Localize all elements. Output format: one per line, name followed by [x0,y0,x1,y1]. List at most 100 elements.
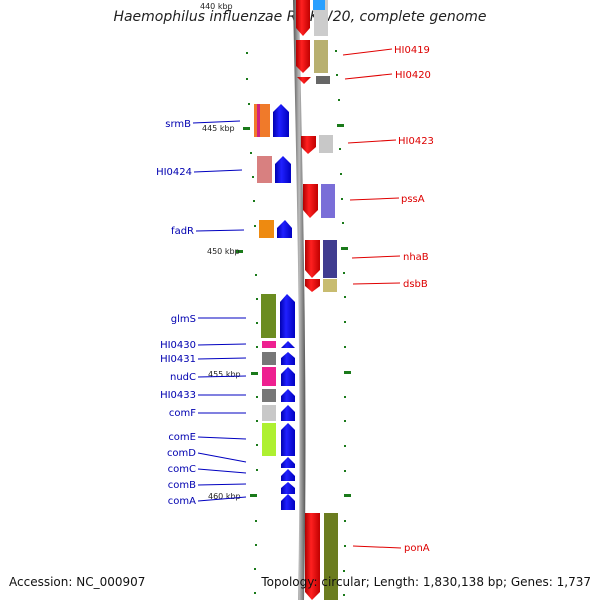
tick-445 [243,127,250,130]
gene-label-HI0419[interactable]: HI0419 [394,45,430,56]
gene-color-nudC [262,367,276,386]
tick-label-460: 460 kbp [208,492,241,501]
gene-arrow-top [296,0,310,36]
gene-color-HI0433 [262,389,276,402]
tick-460 [250,494,257,497]
gene-label-glmS[interactable]: glmS [171,314,196,325]
scale-ticks: 440 kbp 445 kbp 450 kbp 455 kbp 460 kbp [200,2,351,596]
gene-label-HI0433[interactable]: HI0433 [160,390,196,401]
gene-color-HI0419 [314,40,328,73]
reverse-leader-lines [192,120,247,502]
tick-label-455: 455 kbp [208,370,241,379]
leader-srmB [192,120,241,124]
gene-label-comD[interactable]: comD [167,448,196,459]
gene-label-pssA[interactable]: pssA [401,194,425,205]
accession-label: Accession: NC_000907 [9,575,146,589]
gene-label-HI0423[interactable]: HI0423 [398,136,434,147]
gene-arrow-srmB[interactable] [273,104,289,137]
gene-label-comF[interactable]: comF [169,408,196,419]
gene-label-HI0430[interactable]: HI0430 [160,340,196,351]
gene-color-nhaB [323,240,337,278]
gene-color-pssA [321,184,335,218]
leader-dsbB [352,282,401,285]
gene-label-dsbB[interactable]: dsbB [403,279,428,290]
gene-arrow-dsbB[interactable] [305,279,320,292]
leader-pssA [349,197,400,201]
tick-label-445: 445 kbp [202,124,235,133]
gene-color-HI0420 [316,76,330,84]
tick-label-440: 440 kbp [200,2,233,11]
leader-HI0424 [193,169,243,173]
leader-HI0420 [344,73,393,80]
gene-label-srmB[interactable]: srmB [165,119,191,130]
gene-arrow-pssA[interactable] [303,184,318,218]
gene-arrow-HI0419[interactable] [296,40,310,73]
gene-color-top-rev [313,0,325,10]
gene-color-srmB-stripe [257,104,260,137]
leader-comB [197,483,247,486]
gene-label-ponA[interactable]: ponA [404,543,430,554]
gene-label-nhaB[interactable]: nhaB [403,252,429,263]
gene-label-comA[interactable]: comA [168,496,196,507]
leader-comD [197,452,247,463]
forward-gene-labels: HI0419 HI0420 HI0423 pssA nhaB dsbB ponA [394,45,434,554]
gene-color-HI0423 [319,135,333,153]
leader-comE [197,436,247,440]
gene-arrow-fadR[interactable] [277,220,292,238]
gene-label-HI0424[interactable]: HI0424 [156,167,192,178]
gene-label-nudC[interactable]: nudC [170,372,196,383]
reverse-gene-labels: srmB HI0424 fadR glmS HI0430 HI0431 nudC… [156,119,196,507]
leader-comA [197,496,247,502]
gene-color-fadR [259,220,274,238]
gene-arrow-HI0424[interactable] [275,156,291,183]
gene-label-comC[interactable]: comC [168,464,196,475]
gene-arrow-HI0420[interactable] [297,77,311,84]
leader-HI0419 [342,48,393,56]
reverse-strand-genes [254,0,325,510]
gene-label-comB[interactable]: comB [168,480,196,491]
dna-backbone [293,0,306,600]
tick-455 [251,372,258,375]
gene-label-HI0420[interactable]: HI0420 [395,70,431,81]
gene-arrow-comF[interactable] [281,405,295,421]
leader-nudC [197,375,247,378]
gene-arrow-comE[interactable] [281,423,295,456]
leader-comC [197,468,247,474]
gene-arrow-comB[interactable] [281,482,295,494]
gene-arrow-nudC[interactable] [281,367,295,386]
leader-fadR [195,229,245,232]
gene-color-HI0430 [262,341,276,348]
gene-color-comE [262,423,276,456]
gene-label-HI0431[interactable]: HI0431 [160,354,196,365]
gene-color-srmB [254,104,270,137]
leader-nhaB [351,255,401,259]
gene-color-HI0424 [257,156,272,183]
forward-leader-lines [342,48,402,549]
tick-label-450: 450 kbp [207,247,240,256]
tick-450 [236,250,243,253]
gene-color-HI0431 [262,352,276,365]
topology-label: Topology: circular; Length: 1,830,138 bp… [261,575,591,589]
gene-arrow-HI0433[interactable] [281,389,295,402]
gene-arrow-HI0423[interactable] [301,136,316,154]
gene-arrow-HI0431[interactable] [281,352,295,365]
gene-arrow-nhaB[interactable] [305,240,320,278]
gene-color-comF [262,405,276,421]
gene-color-dsbB [323,279,337,292]
gene-arrow-comA[interactable] [281,494,295,510]
gene-arrow-HI0430[interactable] [281,341,295,348]
gene-arrow-glmS[interactable] [280,294,295,338]
minor-ticks [246,50,351,596]
leader-HI0431 [197,357,247,360]
gene-arrow-ponA[interactable] [305,513,320,600]
gene-arrow-comC[interactable] [281,469,295,481]
gene-label-comE[interactable]: comE [168,432,196,443]
leader-HI0430 [197,343,247,346]
gene-color-ponA [324,513,338,600]
gene-color-glmS [261,294,276,338]
gene-label-fadR[interactable]: fadR [171,226,194,237]
leader-HI0423 [347,139,397,144]
gene-arrow-comD[interactable] [281,457,295,468]
leader-ponA [352,545,402,549]
